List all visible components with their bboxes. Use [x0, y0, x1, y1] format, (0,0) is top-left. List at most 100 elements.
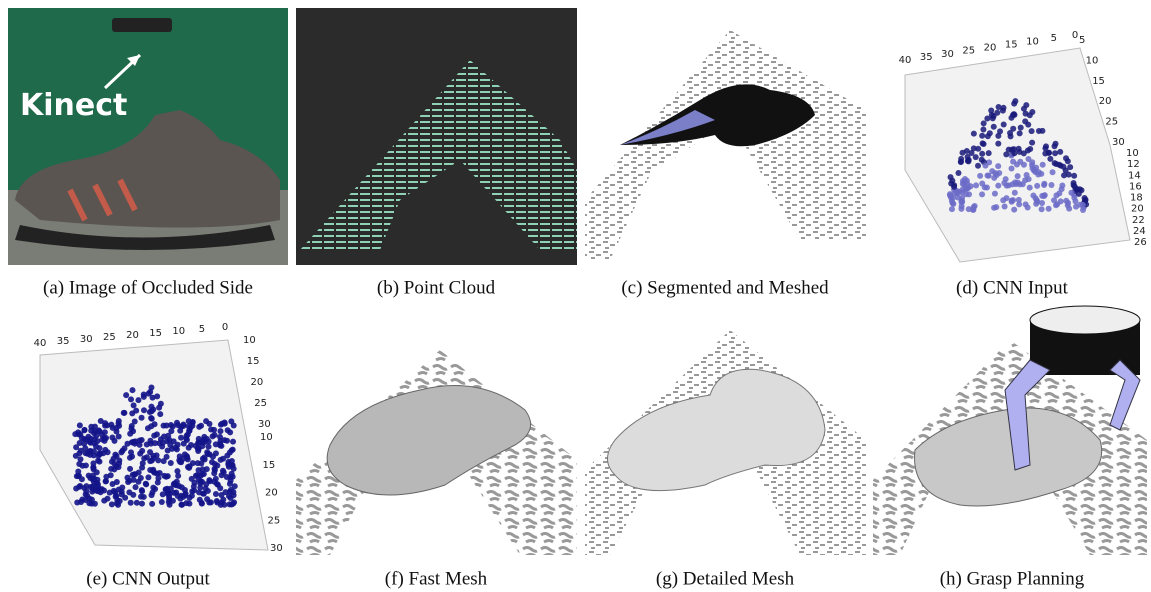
voxel [228, 447, 235, 454]
voxel [217, 442, 224, 449]
voxel [81, 440, 88, 447]
voxel [1033, 200, 1040, 207]
tick-label: 40 [34, 338, 47, 349]
tick-label: 25 [268, 515, 281, 526]
voxel [220, 455, 227, 462]
voxel [130, 438, 137, 445]
caption: (d) CNN Input [956, 277, 1069, 298]
voxel [204, 449, 211, 456]
voxel [148, 408, 155, 415]
voxel [985, 172, 992, 179]
voxel [1029, 139, 1036, 146]
voxel [1000, 197, 1007, 204]
voxel [79, 462, 86, 469]
voxel [981, 184, 988, 191]
voxel [148, 384, 155, 391]
voxel [1075, 190, 1082, 197]
voxel [147, 458, 154, 465]
tick-label: 5 [1079, 35, 1085, 46]
voxel [167, 459, 174, 466]
voxel [130, 491, 137, 498]
voxel [975, 145, 982, 152]
tick-label: 25 [1105, 117, 1118, 128]
voxel [166, 494, 173, 501]
voxel [1011, 189, 1018, 196]
voxel [231, 483, 238, 490]
voxel [1052, 150, 1059, 157]
voxel [156, 404, 163, 411]
voxel [965, 206, 972, 213]
voxel [211, 426, 218, 433]
voxel [1012, 179, 1019, 186]
voxel [968, 150, 975, 157]
voxel [948, 206, 955, 213]
voxel [203, 418, 210, 425]
artwork [8, 8, 1147, 555]
voxel [108, 458, 115, 465]
voxel [991, 174, 998, 181]
voxel [113, 424, 120, 431]
tick-label: 25 [962, 46, 975, 57]
voxel [1064, 202, 1071, 209]
voxel [135, 478, 142, 485]
voxel [990, 123, 997, 130]
voxel [77, 447, 84, 454]
voxel [101, 429, 108, 436]
voxel [133, 499, 140, 506]
voxel [196, 496, 203, 503]
scene [296, 350, 577, 555]
tick-label: 40 [899, 55, 912, 66]
tick-label: 20 [126, 330, 139, 341]
voxel [949, 200, 956, 207]
voxel [980, 126, 987, 133]
voxel [1029, 159, 1036, 166]
voxel [199, 471, 206, 478]
voxel [1001, 203, 1008, 210]
voxel [170, 438, 177, 445]
voxel [979, 191, 986, 198]
voxel [82, 450, 89, 457]
voxel [130, 402, 137, 409]
tick-label: 10 [243, 335, 256, 346]
voxel [221, 437, 228, 444]
tick-label: 30 [1112, 137, 1125, 148]
voxel [139, 464, 146, 471]
voxel [139, 460, 146, 467]
voxel [957, 158, 964, 165]
voxel [178, 434, 185, 441]
voxel [1016, 130, 1023, 137]
voxel [1058, 186, 1065, 193]
voxel [993, 204, 1000, 211]
voxel [1049, 169, 1056, 176]
voxel [175, 472, 182, 479]
voxel [145, 390, 152, 397]
voxel [209, 433, 216, 440]
tick-label: 14 [1128, 170, 1141, 181]
tick-label: 5 [199, 324, 205, 335]
voxel [1039, 161, 1046, 168]
caption: (b) Point Cloud [377, 277, 496, 298]
tick-label: 16 [1129, 181, 1142, 192]
voxel [1051, 160, 1058, 167]
voxel [185, 444, 192, 451]
voxel [973, 182, 980, 189]
voxel [1000, 121, 1007, 128]
voxel [138, 500, 145, 507]
voxel [230, 422, 237, 429]
voxel [1068, 189, 1075, 196]
voxel [74, 499, 81, 506]
voxel [126, 477, 133, 484]
voxel [128, 396, 135, 403]
voxel [176, 457, 183, 464]
voxel [1039, 199, 1046, 206]
voxel [126, 454, 133, 461]
voxel [1020, 105, 1027, 112]
voxel [132, 484, 139, 491]
voxel [984, 133, 991, 140]
voxel [177, 427, 184, 434]
voxel [160, 422, 167, 429]
voxel [226, 480, 233, 487]
tick-label: 10 [260, 432, 273, 443]
voxel [115, 501, 122, 508]
voxel [980, 141, 987, 148]
